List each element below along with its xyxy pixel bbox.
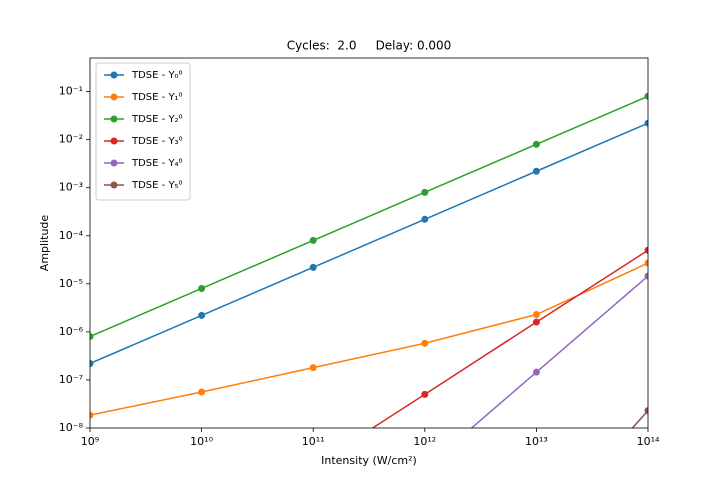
y-tick-label: 10⁻⁵	[59, 277, 83, 290]
y-tick-label: 10⁻³	[59, 181, 83, 194]
legend: TDSE - Y₀⁰ TDSE - Y₁⁰ TDSE - Y₂⁰ TDSE - Y₃⁰…	[95, 62, 191, 201]
chart-title: Cycles: 2.0 Delay: 0.000	[287, 39, 452, 53]
legend-label: TDSE - Y₅⁰	[131, 180, 183, 191]
series	[90, 119, 648, 367]
marker	[90, 333, 94, 341]
marker	[644, 272, 648, 280]
series	[371, 246, 648, 428]
series	[631, 407, 648, 428]
legend-marker	[110, 115, 118, 123]
line	[470, 275, 648, 428]
legend-label: TDSE - Y₀⁰	[131, 70, 183, 81]
x-tick-label: 10¹²	[413, 435, 436, 448]
x-axis-label: Intensity (W/cm²)	[321, 454, 417, 467]
marker	[198, 388, 206, 396]
line	[90, 262, 648, 416]
y-tick-label: 10⁻¹	[59, 85, 83, 98]
plot-area	[90, 92, 648, 428]
marker	[532, 140, 540, 148]
marker	[421, 188, 429, 196]
legend-marker	[110, 159, 118, 167]
y-tick-label: 10⁻⁷	[59, 373, 83, 386]
marker	[644, 407, 648, 415]
y-tick-label: 10⁻⁸	[59, 421, 84, 434]
legend-label: TDSE - Y₄⁰	[131, 158, 183, 169]
marker	[309, 364, 317, 372]
marker	[309, 236, 317, 244]
marker	[421, 215, 429, 223]
series	[90, 92, 648, 341]
marker	[532, 167, 540, 175]
marker	[644, 246, 648, 254]
marker	[309, 263, 317, 271]
marker	[644, 259, 648, 267]
marker	[198, 284, 206, 292]
x-tick-label: 10⁹	[81, 435, 99, 448]
axes-frame	[89, 57, 649, 429]
marker	[90, 411, 94, 419]
legend-marker	[110, 93, 118, 101]
legend-label: TDSE - Y₁⁰	[131, 92, 183, 103]
legend-marker	[110, 137, 118, 145]
marker	[644, 92, 648, 100]
y-tick-label: 10⁻⁶	[59, 325, 84, 338]
y-tick-label: 10⁻²	[59, 133, 83, 146]
marker	[421, 390, 429, 398]
legend-label: TDSE - Y₂⁰	[131, 114, 183, 125]
x-tick-label: 10¹⁰	[190, 435, 213, 448]
line	[90, 95, 648, 338]
line	[90, 122, 648, 365]
legend-marker	[110, 181, 118, 189]
marker	[198, 311, 206, 319]
marker	[532, 368, 540, 376]
series	[90, 259, 648, 419]
series	[470, 272, 648, 428]
x-tick-label: 10¹³	[525, 435, 548, 448]
marker	[90, 359, 94, 367]
y-tick-label: 10⁻⁴	[59, 229, 84, 242]
marker	[532, 310, 540, 318]
marker	[532, 318, 540, 326]
line	[371, 249, 648, 428]
marker	[644, 119, 648, 127]
x-tick-label: 10¹¹	[302, 435, 325, 448]
y-axis-label: Amplitude	[38, 215, 51, 272]
legend-marker	[110, 71, 118, 79]
marker	[421, 339, 429, 347]
x-tick-label: 10¹⁴	[637, 435, 660, 448]
legend-label: TDSE - Y₃⁰	[131, 136, 183, 147]
